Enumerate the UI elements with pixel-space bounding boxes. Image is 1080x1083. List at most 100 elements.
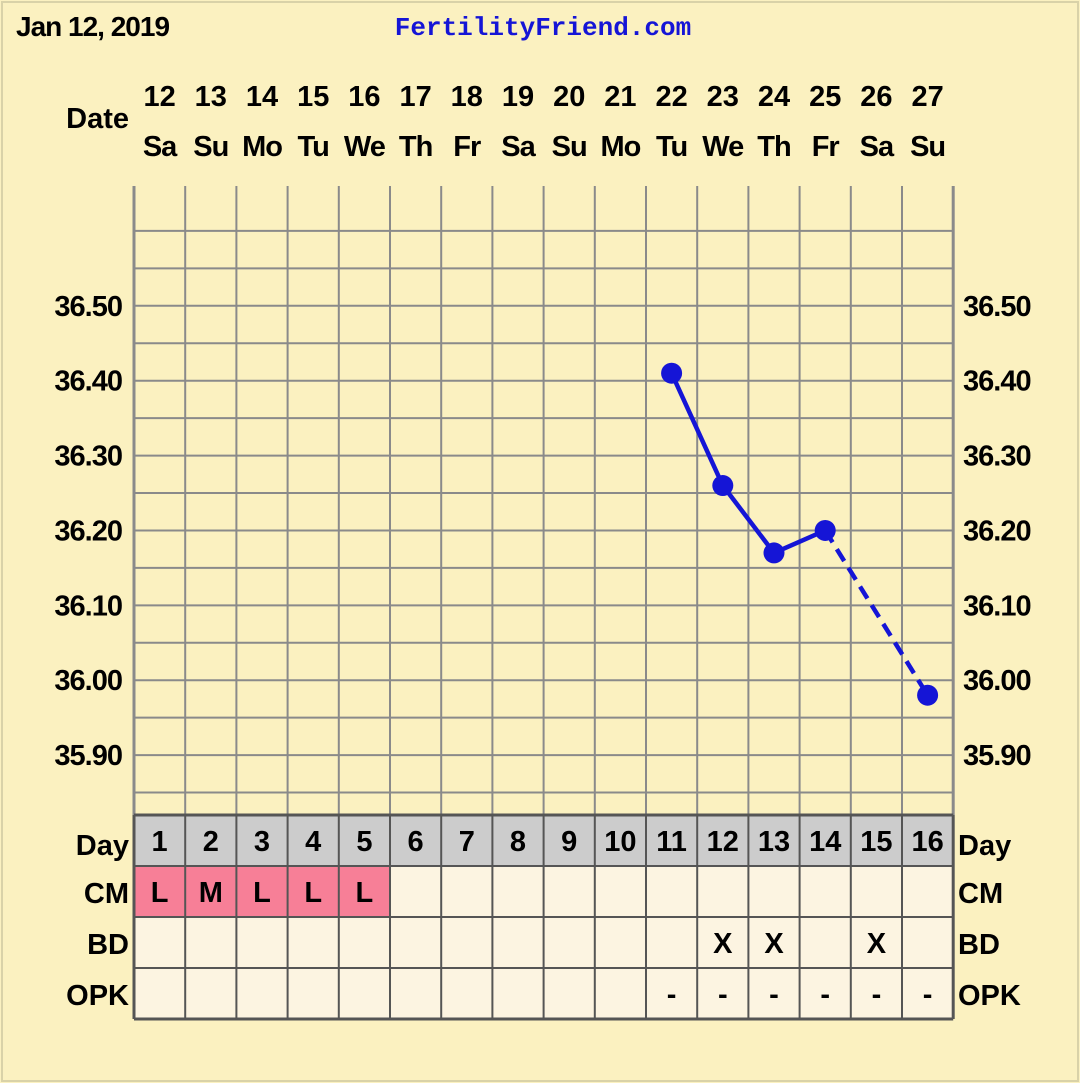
date-number-label: 25 — [809, 81, 841, 113]
opk-value: - — [769, 979, 779, 1011]
temperature-segment — [721, 484, 776, 555]
cm-cell — [748, 866, 800, 917]
y-tick-label-left: 35.90 — [54, 740, 122, 772]
bd-cell — [594, 917, 646, 968]
bd-cell — [441, 917, 493, 968]
day-cell — [543, 815, 595, 866]
opk-value: - — [667, 979, 677, 1011]
weekday-label: Fr — [812, 131, 840, 163]
opk-value: - — [820, 979, 830, 1011]
day-cell — [850, 815, 902, 866]
bd-cell — [850, 917, 902, 968]
date-number-label: 17 — [399, 81, 431, 113]
opk-cell — [799, 968, 851, 1019]
cycle-day-label: 1 — [152, 826, 168, 858]
bd-cell — [748, 917, 800, 968]
y-tick-label-right: 36.40 — [963, 366, 1031, 398]
day-cell — [902, 815, 954, 866]
weekday-label: We — [344, 131, 386, 163]
cycle-day-label: 9 — [561, 826, 577, 858]
date-number-label: 13 — [195, 81, 227, 113]
site-name: FertilityFriend.com — [395, 13, 691, 43]
opk-cell — [594, 968, 646, 1019]
opk-cell — [748, 968, 800, 1019]
date-number-label: 15 — [297, 81, 329, 113]
bd-value: X — [764, 928, 784, 960]
opk-cell — [441, 968, 493, 1019]
cm-cell — [697, 866, 749, 917]
opk-cell — [543, 968, 595, 1019]
opk-cell — [287, 968, 339, 1019]
cycle-day-label: 5 — [356, 826, 372, 858]
y-tick-label-left: 36.10 — [54, 590, 122, 622]
temperature-point — [763, 542, 785, 564]
weekday-label: Th — [757, 131, 790, 163]
bd-row-label-right: BD — [958, 929, 1000, 961]
temperature-segment-dashed — [823, 529, 930, 697]
cm-cell — [134, 866, 186, 917]
day-cell — [594, 815, 646, 866]
temperature-point — [814, 519, 836, 541]
cm-cell — [338, 866, 390, 917]
bd-cell — [390, 917, 442, 968]
opk-value: - — [923, 979, 933, 1011]
cm-value: L — [253, 877, 271, 909]
cm-row-label-right: CM — [958, 878, 1003, 910]
cm-cell — [850, 866, 902, 917]
opk-cell — [390, 968, 442, 1019]
date-number-label: 24 — [758, 81, 790, 113]
cycle-day-label: 16 — [911, 826, 943, 858]
cm-value: M — [199, 877, 223, 909]
bd-cell — [646, 917, 698, 968]
y-tick-label-left: 36.30 — [54, 441, 122, 473]
cm-cell — [390, 866, 442, 917]
bd-cell — [134, 917, 186, 968]
cm-cell — [492, 866, 544, 917]
opk-cell — [902, 968, 954, 1019]
cm-row-label-left: CM — [84, 878, 129, 910]
date-number-label: 16 — [348, 81, 380, 113]
cycle-day-label: 11 — [656, 826, 687, 858]
day-cell — [134, 815, 186, 866]
y-tick-label-left: 36.50 — [54, 291, 122, 323]
cm-cell — [799, 866, 851, 917]
opk-cell — [646, 968, 698, 1019]
day-cell — [390, 815, 442, 866]
day-row-label-left: Day — [76, 830, 129, 862]
bd-cell — [543, 917, 595, 968]
cm-cell — [185, 866, 237, 917]
y-tick-label-right: 36.10 — [963, 590, 1031, 622]
opk-cell — [236, 968, 288, 1019]
temperature-point — [712, 475, 734, 497]
cycle-day-label: 10 — [604, 826, 636, 858]
cm-cell — [287, 866, 339, 917]
y-tick-label-left: 36.20 — [54, 515, 122, 547]
day-cell — [646, 815, 698, 866]
cm-value: L — [356, 877, 374, 909]
cm-cell — [646, 866, 698, 917]
weekday-label: Th — [399, 131, 432, 163]
bd-cell — [185, 917, 237, 968]
cycle-day-label: 7 — [459, 826, 475, 858]
day-cell — [697, 815, 749, 866]
day-cell — [287, 815, 339, 866]
temperature-point — [917, 684, 939, 706]
bd-cell — [287, 917, 339, 968]
weekday-label: Fr — [453, 131, 481, 163]
date-number-label: 23 — [707, 81, 739, 113]
y-tick-label-right: 36.50 — [963, 291, 1031, 323]
y-tick-label-left: 36.00 — [54, 665, 122, 697]
weekday-label: Sa — [143, 131, 178, 163]
opk-cell — [338, 968, 390, 1019]
cm-value: L — [304, 877, 322, 909]
date-number-label: 27 — [911, 81, 943, 113]
date-number-label: 14 — [246, 81, 278, 113]
date-number-label: 12 — [143, 81, 175, 113]
cycle-day-label: 2 — [203, 826, 219, 858]
temperature-grid — [132, 186, 955, 815]
weekday-label: Sa — [860, 131, 895, 163]
cycle-day-label: 14 — [809, 826, 841, 858]
day-cell — [799, 815, 851, 866]
cycle-day-label: 8 — [510, 826, 526, 858]
bd-value: X — [867, 928, 887, 960]
